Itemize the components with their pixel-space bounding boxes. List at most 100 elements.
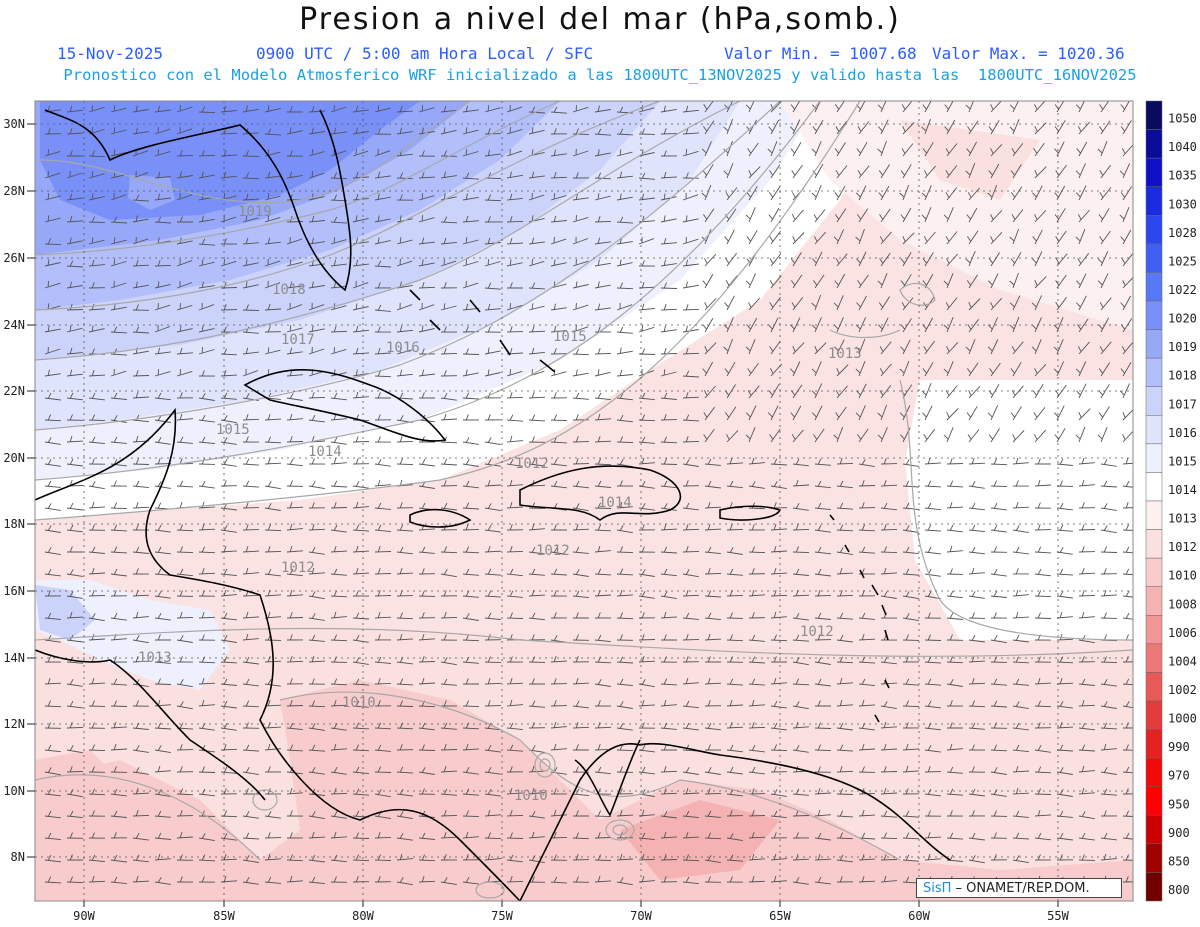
wind-barb [374, 347, 392, 355]
wind-barb [968, 480, 985, 489]
wind-barb [88, 392, 105, 401]
wind-barb [154, 546, 171, 555]
wind-barb [836, 612, 854, 620]
wind-barb [858, 743, 876, 751]
wind-barb [462, 876, 479, 885]
wind-barb [945, 297, 958, 311]
wind-barb [484, 437, 501, 446]
wind-barb [484, 105, 501, 113]
wind-barb [374, 832, 392, 839]
wind-barb [264, 743, 282, 751]
wind-barb [836, 524, 854, 532]
wind-barb [990, 458, 1008, 466]
lat-label: 14N [3, 651, 25, 665]
wind-barb [880, 480, 898, 487]
wind-barb [88, 458, 106, 465]
wind-barb [1097, 427, 1108, 443]
lat-label: 20N [3, 451, 25, 465]
wind-barb [616, 392, 633, 401]
wind-barb [286, 656, 304, 663]
wind-barb [1033, 142, 1045, 157]
wind-barb [88, 481, 105, 490]
colorbar-swatch [1145, 415, 1163, 445]
wind-barb [198, 150, 216, 157]
wind-barb [968, 700, 986, 708]
wind-barb [352, 744, 370, 752]
wind-barb [550, 568, 568, 576]
wind-barb [594, 281, 611, 289]
wind-barb [1012, 501, 1030, 509]
wind-barb [1011, 385, 1024, 399]
wind-barb [902, 480, 920, 488]
wind-barb [440, 216, 458, 224]
wind-barb [286, 106, 304, 113]
wind-barb [814, 832, 831, 841]
wind-barb [506, 104, 523, 113]
wind-barb [528, 523, 545, 531]
wind-barbs [44, 101, 1133, 886]
wind-barb [374, 876, 392, 883]
colorbar-label: 1004 [1168, 654, 1197, 668]
wind-barb [330, 281, 347, 289]
wind-barb [660, 237, 678, 245]
wind-barb [264, 524, 282, 532]
wind-barb [1034, 209, 1047, 223]
wind-barb [330, 811, 347, 819]
lon-label: 70W [630, 909, 652, 923]
wind-barb [660, 831, 678, 839]
wind-barb [770, 567, 788, 575]
wind-barb [1034, 832, 1051, 841]
wind-barb [1009, 119, 1020, 135]
wind-barb [506, 458, 523, 467]
wind-barb [88, 303, 106, 311]
wind-barb [550, 678, 568, 685]
isobar-lines [35, 101, 1133, 899]
wind-barb [967, 120, 979, 135]
wind-barb [770, 789, 787, 797]
wind-barb [748, 166, 761, 179]
colorbar-swatch [1145, 872, 1163, 902]
wind-barb [1009, 272, 1019, 289]
wind-barb [946, 766, 963, 774]
wind-barb [770, 810, 787, 819]
wind-barb [352, 215, 369, 223]
wind-barb [572, 259, 589, 267]
wind-barb [748, 832, 766, 839]
wind-barb [748, 678, 766, 686]
wind-barb [66, 347, 83, 355]
wind-barb [418, 546, 435, 554]
wind-barb [616, 525, 633, 534]
wind-barb [264, 237, 281, 245]
wind-barb [198, 106, 216, 114]
wind-barb [924, 457, 942, 465]
wind-barb [374, 678, 392, 685]
colorbar-label: 1020 [1168, 312, 1197, 326]
wind-barb [770, 853, 787, 861]
wind-barb [704, 253, 717, 267]
wind-barb [66, 215, 84, 223]
wind-barb [967, 429, 980, 443]
wind-barb [242, 281, 259, 289]
wind-barb [990, 744, 1008, 752]
wind-barb [792, 479, 810, 487]
wind-barb [1100, 525, 1117, 534]
wind-barb [812, 163, 824, 179]
wind-barb [1078, 656, 1096, 663]
wind-barb [198, 788, 215, 797]
wind-barb [880, 766, 898, 773]
wind-barb [154, 193, 171, 201]
wind-barb [858, 546, 876, 554]
wind-barb [660, 150, 678, 157]
wind-barb [506, 699, 523, 707]
wind-barb [945, 165, 958, 179]
wind-barb [1012, 744, 1029, 753]
colorbar-label: 1019 [1168, 340, 1197, 354]
wind-barb [176, 171, 193, 179]
wind-barb [154, 105, 171, 113]
wind-barb [745, 427, 756, 443]
wind-barb [550, 655, 568, 663]
wind-barb [792, 876, 809, 885]
wind-barb [638, 612, 656, 619]
wind-barb [1123, 722, 1133, 729]
wind-barb [550, 700, 568, 707]
